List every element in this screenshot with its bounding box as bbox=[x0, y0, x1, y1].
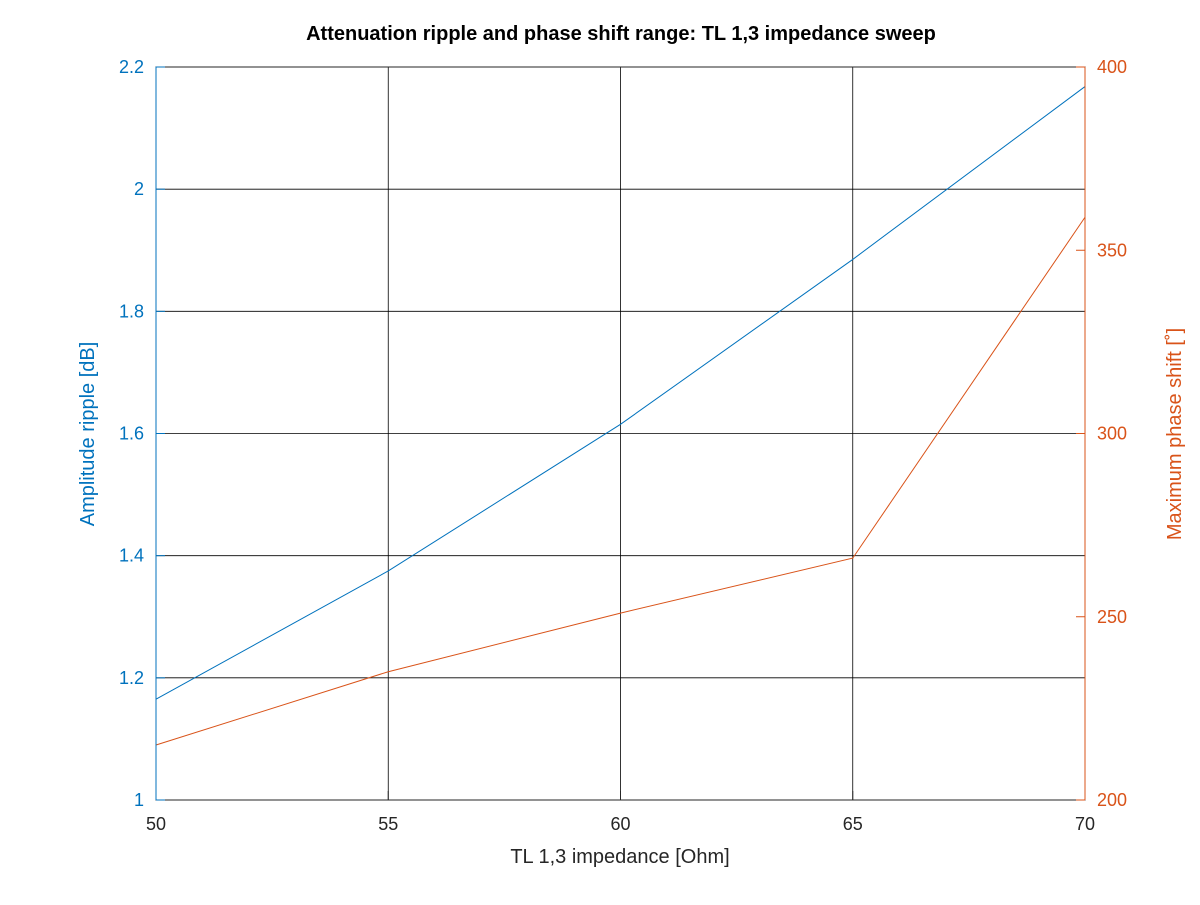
x-tick-label: 70 bbox=[1075, 814, 1095, 834]
y-left-tick-label: 1.4 bbox=[119, 546, 144, 566]
y-right-tick-label: 250 bbox=[1097, 607, 1127, 627]
y-axis-label-left: Amplitude ripple [dB] bbox=[77, 342, 99, 527]
y-right-tick-label: 350 bbox=[1097, 240, 1127, 260]
y-right-tick-label: 200 bbox=[1097, 790, 1127, 810]
x-tick-label: 50 bbox=[146, 814, 166, 834]
series-lines bbox=[155, 86, 1086, 746]
x-axis-label: TL 1,3 impedance [Ohm] bbox=[510, 846, 729, 868]
y-left-tick-label: 1.6 bbox=[119, 424, 144, 444]
grid-lines bbox=[155, 66, 1086, 801]
y-left-tick-label: 2 bbox=[134, 179, 144, 199]
y-right-tick-label: 400 bbox=[1097, 57, 1127, 77]
y-right-tick-label: 300 bbox=[1097, 424, 1127, 444]
x-tick-label: 65 bbox=[843, 814, 863, 834]
x-tick-label: 55 bbox=[378, 814, 398, 834]
y-left-tick-label: 1.8 bbox=[119, 301, 144, 321]
y-axis-label-right: Maximum phase shift [˚] bbox=[1164, 328, 1186, 540]
y-left-tick-label: 1.2 bbox=[119, 668, 144, 688]
chart-title: Attenuation ripple and phase shift range… bbox=[306, 23, 936, 45]
axis-ticks: 50 55 60 65 70 1 1.2 1.4 1.6 1.8 2 2.2 200 250 300 350 4… bbox=[119, 57, 1127, 834]
y-left-tick-label: 2.2 bbox=[119, 57, 144, 77]
series-line-right bbox=[155, 216, 1086, 746]
y-left-tick-label: 1 bbox=[134, 790, 144, 810]
series-line-left bbox=[155, 86, 1086, 700]
x-tick-label: 60 bbox=[610, 814, 630, 834]
